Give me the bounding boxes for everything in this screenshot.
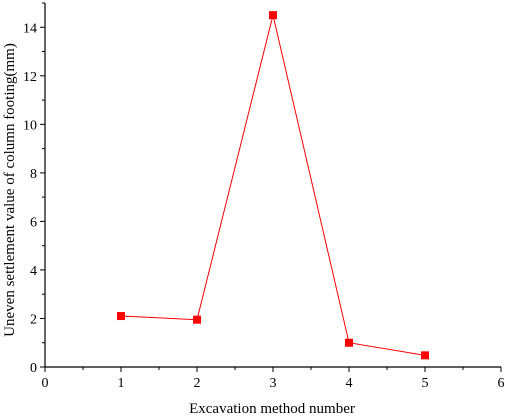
series-line bbox=[120, 14, 426, 356]
data-point bbox=[193, 315, 201, 324]
x-tick-label: 5 bbox=[422, 376, 429, 391]
data-point bbox=[269, 11, 277, 20]
y-tick-label: 14 bbox=[23, 21, 37, 36]
y-tick-label: 8 bbox=[30, 167, 37, 182]
axes bbox=[44, 3, 501, 368]
y-ticks: 0 2 4 6 8 10 12 14 bbox=[23, 2, 45, 376]
y-tick-label: 0 bbox=[30, 361, 37, 376]
y-axis-label: Uneven settlement value of column footin… bbox=[2, 43, 18, 337]
x-ticks: 0 1 2 3 4 5 6 bbox=[42, 367, 505, 391]
data-point bbox=[345, 338, 353, 347]
x-axis-label: Excavation method number bbox=[189, 401, 355, 417]
y-tick-label: 12 bbox=[23, 70, 37, 85]
y-tick-label: 6 bbox=[30, 215, 37, 230]
y-tick-label: 4 bbox=[30, 264, 37, 279]
x-tick-label: 4 bbox=[346, 376, 353, 391]
y-tick-label: 2 bbox=[30, 312, 37, 327]
data-point bbox=[421, 351, 429, 360]
x-tick-label: 0 bbox=[42, 376, 49, 391]
series-group bbox=[117, 11, 429, 360]
data-point bbox=[117, 312, 125, 321]
x-tick-label: 3 bbox=[270, 376, 277, 391]
y-tick-label: 10 bbox=[23, 118, 37, 133]
x-tick-label: 6 bbox=[498, 376, 505, 391]
x-tick-label: 2 bbox=[194, 376, 201, 391]
x-tick-label: 1 bbox=[118, 376, 125, 391]
